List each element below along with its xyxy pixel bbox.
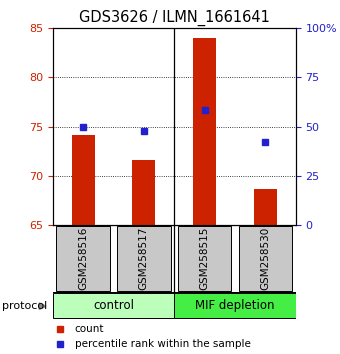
Bar — [174, 292, 296, 318]
Title: GDS3626 / ILMN_1661641: GDS3626 / ILMN_1661641 — [79, 9, 270, 25]
Bar — [254, 189, 277, 225]
Text: control: control — [93, 299, 134, 312]
Text: GSM258530: GSM258530 — [260, 227, 270, 290]
Text: count: count — [74, 324, 104, 334]
Bar — [132, 160, 155, 225]
FancyBboxPatch shape — [239, 226, 292, 291]
Text: GSM258515: GSM258515 — [200, 227, 210, 290]
Bar — [71, 135, 95, 225]
Text: percentile rank within the sample: percentile rank within the sample — [74, 339, 251, 349]
Text: protocol: protocol — [2, 301, 47, 310]
Bar — [193, 38, 216, 225]
FancyBboxPatch shape — [117, 226, 171, 291]
FancyBboxPatch shape — [56, 226, 110, 291]
Text: GSM258517: GSM258517 — [139, 227, 149, 290]
Bar — [53, 292, 174, 318]
Text: GSM258516: GSM258516 — [78, 227, 88, 290]
Text: MIF depletion: MIF depletion — [195, 299, 275, 312]
FancyBboxPatch shape — [178, 226, 232, 291]
